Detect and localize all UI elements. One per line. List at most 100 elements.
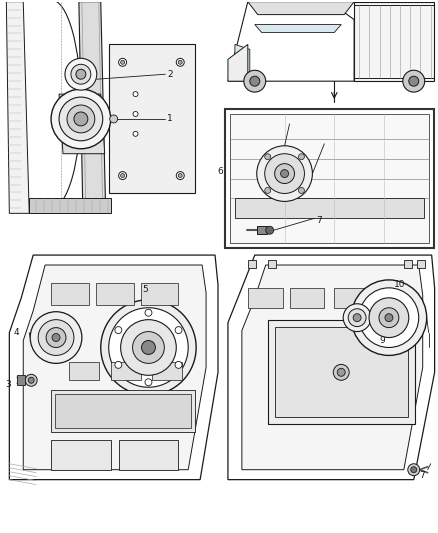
Circle shape [133,131,138,136]
Text: 10: 10 [394,280,406,289]
Circle shape [71,64,91,84]
Bar [51,390,195,432]
Text: 9: 9 [379,336,385,345]
Polygon shape [29,198,111,213]
Circle shape [353,314,361,321]
Circle shape [51,89,111,149]
Text: 7: 7 [316,216,322,225]
Circle shape [298,154,304,160]
Polygon shape [23,265,206,470]
Bar [248,260,256,268]
Circle shape [30,312,82,364]
Circle shape [46,328,66,348]
Text: 5: 5 [142,285,148,294]
Circle shape [175,361,182,368]
Polygon shape [109,44,195,193]
Text: 1: 1 [167,115,173,124]
Polygon shape [17,375,25,385]
Circle shape [101,300,196,395]
Circle shape [119,58,127,66]
Polygon shape [228,2,354,81]
Circle shape [266,226,274,234]
Text: 3: 3 [5,379,11,389]
Circle shape [348,309,366,327]
Polygon shape [242,265,423,470]
Bar [268,320,415,424]
Bar [417,260,425,268]
Circle shape [141,341,155,354]
Circle shape [25,374,37,386]
Text: 2: 2 [167,70,173,79]
Circle shape [385,314,393,321]
Bar [275,327,408,417]
Circle shape [145,379,152,386]
Circle shape [120,60,124,64]
Circle shape [109,308,188,387]
Circle shape [115,327,122,334]
Circle shape [38,320,74,356]
Polygon shape [79,2,106,213]
Circle shape [298,188,304,193]
Polygon shape [235,198,424,219]
Polygon shape [228,44,248,81]
Bar [248,288,283,308]
Circle shape [403,70,425,92]
Circle shape [120,320,176,375]
Circle shape [175,327,182,334]
Polygon shape [9,255,218,480]
Bar [377,288,412,308]
Bar [268,260,276,268]
Circle shape [59,97,103,141]
Polygon shape [230,114,429,243]
Circle shape [133,111,138,116]
Circle shape [176,58,184,66]
Polygon shape [59,94,105,154]
Circle shape [28,377,34,383]
Circle shape [275,164,294,183]
Bar [152,362,182,380]
Circle shape [133,332,164,364]
Circle shape [145,309,152,316]
Circle shape [281,169,289,177]
Circle shape [52,334,60,342]
Bar [96,283,134,305]
Bar [119,440,178,470]
Bar [334,288,369,308]
Circle shape [409,76,419,86]
Text: 7: 7 [419,471,424,480]
Circle shape [74,112,88,126]
Polygon shape [248,2,354,14]
Circle shape [369,298,409,337]
Circle shape [65,58,97,90]
Circle shape [133,92,138,96]
Circle shape [265,154,271,160]
Bar [51,283,89,305]
Circle shape [120,174,124,177]
Bar [55,394,191,428]
Circle shape [408,464,420,475]
Circle shape [67,105,95,133]
Polygon shape [228,255,434,480]
Circle shape [265,188,271,193]
Polygon shape [257,226,267,234]
Polygon shape [255,25,341,33]
Circle shape [265,154,304,193]
Circle shape [244,70,266,92]
Circle shape [257,146,312,201]
Circle shape [178,174,182,177]
Bar [69,362,99,380]
Circle shape [176,172,184,180]
Bar [290,288,324,308]
Circle shape [379,308,399,328]
Bar [141,283,178,305]
Circle shape [178,60,182,64]
Bar [225,109,434,248]
Text: 4: 4 [13,328,19,337]
Circle shape [333,365,349,380]
Polygon shape [235,44,250,74]
Circle shape [110,115,118,123]
Bar [51,440,111,470]
Circle shape [343,304,371,332]
Bar [111,362,141,380]
Circle shape [115,361,122,368]
